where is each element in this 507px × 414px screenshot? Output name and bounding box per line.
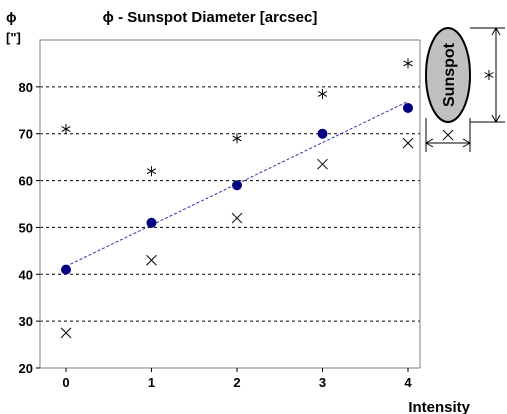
point-star-3 [317,88,328,99]
y-tick-label-50: 50 [19,220,33,235]
data-points [60,58,414,339]
y-tick-label-60: 60 [19,174,33,189]
sunspot-inset-diagram: Sunspot [424,26,505,152]
point-star-4 [403,58,413,69]
axes [36,39,421,372]
point-circle-0 [61,264,71,275]
sunspot-ellipse [425,27,471,123]
x-tick-label-4: 4 [404,375,412,390]
x-tick-label-1: 1 [148,375,155,390]
plot-frame [39,39,421,369]
x-tick-label-3: 3 [319,375,326,390]
sunspot-label: Sunspot [441,42,458,107]
x-tick-label-2: 2 [233,375,240,390]
inset-star-glyph [484,70,494,80]
height-star-marker [484,70,494,80]
height-arrow-top [491,26,501,36]
point-star-1 [146,166,157,177]
y-tick-label-20: 20 [19,361,33,376]
point-star-2 [232,133,242,144]
point-cross-4 [402,137,414,149]
y-axis-symbol: ϕ [6,9,17,25]
gridlines [40,86,420,322]
width-cross-marker [442,129,454,141]
y-tick-label-30: 30 [19,314,33,329]
trendline-line [65,100,409,267]
inset-cross-glyph [442,129,454,141]
y-axis-unit: ["] [6,30,21,45]
chart-title: ϕ - Sunspot Diameter [arcsec] [103,9,318,26]
point-circle-2 [232,180,242,191]
y-tick-label-80: 80 [19,80,33,95]
point-cross-0 [60,327,72,339]
trendline [65,100,409,267]
point-cross-3 [317,158,328,170]
tick-labels: 20 30 40 50 60 70 80 0 1 2 3 4 [19,80,413,390]
height-arrow-bottom [491,114,501,124]
point-circle-1 [146,217,157,228]
x-tick-label-0: 0 [62,375,69,390]
width-arrow-right [462,138,472,148]
width-arrow-left [424,138,434,148]
point-star-0 [61,124,71,135]
point-cross-1 [146,254,157,266]
y-tick-label-70: 70 [19,127,33,142]
x-axis-label: Intensity [408,399,470,414]
y-tick-label-40: 40 [19,267,33,282]
point-cross-2 [231,212,243,224]
point-circle-3 [317,128,328,139]
point-circle-4 [403,102,413,113]
